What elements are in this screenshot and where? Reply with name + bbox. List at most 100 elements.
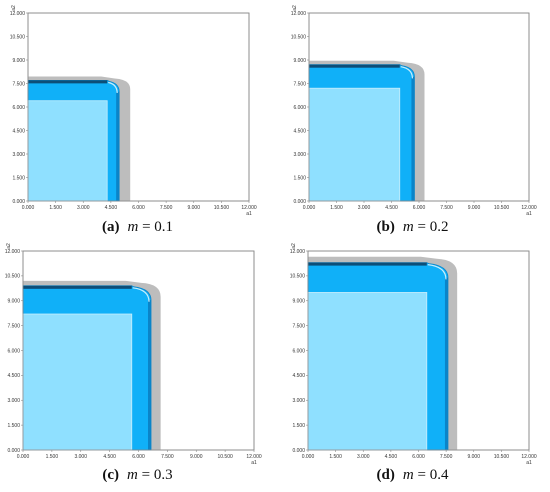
y-tick-label-b: 7.500 <box>293 81 306 87</box>
x-tick-label-d: 7.500 <box>440 454 453 460</box>
y-tick-label-d: 3.000 <box>292 398 305 404</box>
x-tick-label-d: 6.000 <box>412 454 425 460</box>
y-tick-label-b: 1.500 <box>293 175 306 181</box>
corner-highlight-b <box>400 66 414 79</box>
x-tick-label-b: 4.500 <box>385 205 398 211</box>
caption-d-var: m <box>402 467 414 483</box>
y-tick-label-c: 9.000 <box>7 299 20 305</box>
x-tick-label-d: 3.000 <box>357 454 370 460</box>
x-tick-label-c: 4.500 <box>103 454 116 460</box>
x-axis-label-a: a1 <box>246 211 252 217</box>
caption-c-eq: = 0.3 <box>137 467 173 483</box>
x-tick-label-c: 10.500 <box>217 454 233 460</box>
x-tick-label-a: 10.500 <box>214 205 230 211</box>
y-tick-label-c: 3.000 <box>7 398 20 404</box>
x-tick-label-b: 12.000 <box>521 205 537 211</box>
y-tick-label-a: 0.000 <box>12 199 25 205</box>
x-tick-label-d: 0.000 <box>302 454 315 460</box>
x-tick-label-c: 9.000 <box>190 454 203 460</box>
x-tick-label-c: 12.000 <box>246 454 262 460</box>
x-tick-label-c: 7.500 <box>161 454 174 460</box>
y-tick-label-a: 12.000 <box>10 11 26 17</box>
y-tick-label-d: 10.500 <box>290 274 306 280</box>
y-tick-label-d: 4.500 <box>292 373 305 379</box>
side-band-c <box>148 300 152 450</box>
corner-highlight-d <box>427 264 447 280</box>
y-axis-label-a: a2 <box>11 5 17 11</box>
caption-b: (b) m = 0.2 <box>275 219 550 236</box>
y-tick-label-c: 0.000 <box>7 448 20 454</box>
y-axis-label-d: a2 <box>291 243 297 249</box>
corner-highlight-a <box>108 81 118 94</box>
inner-region-d <box>307 292 428 451</box>
top-band-d <box>308 262 427 266</box>
y-axis-label-c: a2 <box>6 243 12 249</box>
y-tick-label-c: 7.500 <box>7 323 20 329</box>
x-tick-label-b: 7.500 <box>440 205 453 211</box>
x-tick-label-a: 0.000 <box>22 205 35 211</box>
x-tick-label-b: 1.500 <box>330 205 343 211</box>
y-tick-label-c: 10.500 <box>5 274 21 280</box>
y-tick-label-a: 10.500 <box>10 34 26 40</box>
y-tick-label-d: 1.500 <box>292 423 305 429</box>
x-tick-label-a: 12.000 <box>241 205 257 211</box>
y-tick-label-c: 6.000 <box>7 348 20 354</box>
x-tick-label-a: 3.000 <box>77 205 90 211</box>
caption-c-var: m <box>127 467 138 483</box>
y-tick-label-d: 7.500 <box>292 323 305 329</box>
caption-c: (c) m = 0.3 <box>0 467 275 484</box>
side-band-d <box>444 277 448 450</box>
x-tick-label-d: 12.000 <box>521 454 537 460</box>
y-tick-label-b: 12.000 <box>291 11 307 17</box>
y-tick-label-a: 4.500 <box>12 128 25 134</box>
caption-a-label: (a) <box>101 219 120 235</box>
y-tick-label-b: 4.500 <box>293 128 306 134</box>
x-axis-label-b: a1 <box>526 211 532 217</box>
caption-d: (d) m = 0.4 <box>275 467 550 484</box>
x-tick-label-b: 10.500 <box>494 205 510 211</box>
y-tick-label-c: 12.000 <box>5 249 21 255</box>
caption-d-eq: = 0.4 <box>413 467 449 483</box>
inner-region-c <box>22 313 133 451</box>
y-tick-label-c: 4.500 <box>7 373 20 379</box>
caption-b-var: m <box>402 219 414 235</box>
x-tick-label-d: 9.000 <box>467 454 480 460</box>
x-tick-label-c: 0.000 <box>17 454 30 460</box>
caption-a-var: m <box>127 219 139 235</box>
x-tick-label-a: 7.500 <box>160 205 173 211</box>
x-tick-label-b: 0.000 <box>303 205 316 211</box>
inner-region-a <box>27 100 108 202</box>
caption-a: (a) m = 0.1 <box>0 219 275 236</box>
y-tick-label-a: 7.500 <box>12 81 25 87</box>
y-tick-label-a: 3.000 <box>12 152 25 158</box>
y-tick-label-b: 3.000 <box>293 152 306 158</box>
x-tick-label-b: 6.000 <box>413 205 426 211</box>
y-axis-label-b: a2 <box>292 5 298 11</box>
x-tick-label-a: 9.000 <box>187 205 200 211</box>
y-tick-label-b: 6.000 <box>293 105 306 111</box>
x-axis-label-c: a1 <box>251 460 257 466</box>
chart-panel-d: 0.000 1.500 3.000 4.500 6.000 7.500 9.000 10.50… <box>290 243 537 466</box>
x-tick-label-a: 4.500 <box>105 205 118 211</box>
caption-c-label: (c) <box>102 467 120 483</box>
y-tick-label-d: 12.000 <box>290 249 306 255</box>
side-band-a <box>116 91 120 201</box>
x-tick-label-c: 3.000 <box>74 454 87 460</box>
caption-b-eq: = 0.2 <box>413 219 449 235</box>
x-tick-label-d: 10.500 <box>494 454 510 460</box>
y-tick-label-c: 1.500 <box>7 423 20 429</box>
y-tick-label-d: 0.000 <box>292 448 305 454</box>
y-tick-label-a: 9.000 <box>12 58 25 64</box>
y-tick-label-b: 10.500 <box>291 34 307 40</box>
y-tick-label-b: 0.000 <box>293 199 306 205</box>
caption-b-label: (b) <box>376 219 395 235</box>
top-band-c <box>23 285 132 289</box>
top-band-b <box>309 64 400 68</box>
x-tick-label-b: 9.000 <box>468 205 481 211</box>
corner-highlight-c <box>132 287 150 302</box>
x-axis-label-d: a1 <box>526 460 532 466</box>
x-tick-label-d: 1.500 <box>329 454 342 460</box>
x-tick-label-c: 1.500 <box>46 454 59 460</box>
top-band-a <box>28 80 108 84</box>
caption-d-label: (d) <box>376 467 395 483</box>
